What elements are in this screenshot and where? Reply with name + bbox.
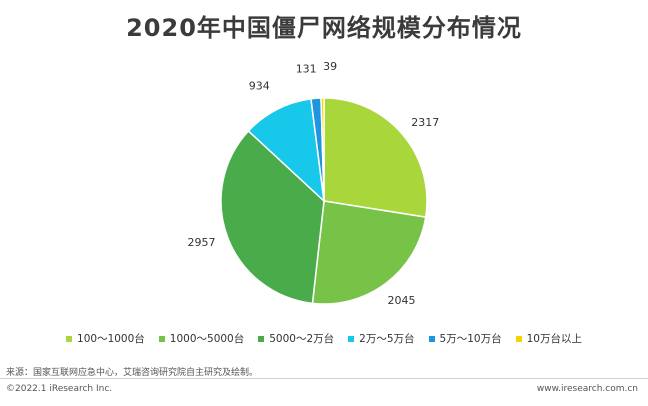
legend-label: 5万～10万台	[439, 333, 502, 345]
data-label: 39	[323, 60, 337, 73]
pie-slice	[320, 97, 325, 202]
legend-swatch	[428, 335, 435, 342]
legend-item: 2万～5万台	[348, 331, 415, 346]
chart-title: 2020年中国僵尸网络规模分布情况	[126, 14, 522, 42]
legend-swatch	[515, 335, 522, 342]
pie-slice	[220, 129, 325, 305]
legend-label: 100～1000台	[77, 333, 145, 345]
legend-swatch	[258, 335, 265, 342]
pie-slice	[311, 200, 427, 305]
data-label: 2957	[188, 236, 216, 249]
footer-url[interactable]: www.iresearch.com.cn	[536, 384, 638, 394]
legend-label: 5000～2万台	[269, 333, 335, 345]
legend-item: 100～1000台	[66, 331, 145, 346]
pie-slice	[247, 97, 326, 203]
legend-swatch	[66, 335, 73, 342]
pie-slice	[323, 97, 428, 219]
legend-item: 1000～5000台	[158, 331, 245, 346]
data-label: 2317	[411, 116, 439, 129]
footer-copyright: ©2022.1 iResearch Inc.	[6, 384, 113, 394]
data-label: 131	[296, 62, 317, 75]
legend-label: 10万台以上	[526, 333, 582, 345]
legend-swatch	[348, 335, 355, 342]
source-note: 来源：国家互联网应急中心，艾瑞咨询研究院自主研究及绘制。	[6, 368, 259, 378]
legend-swatch	[158, 335, 165, 342]
footer-divider	[0, 378, 648, 379]
legend-item: 5万～10万台	[428, 331, 502, 346]
legend-item: 10万台以上	[515, 331, 582, 346]
legend-label: 2万～5万台	[359, 333, 415, 345]
legend-label: 1000～5000台	[169, 333, 245, 345]
data-label: 2045	[387, 294, 415, 307]
data-label: 934	[249, 80, 270, 93]
legend-item: 5000～2万台	[258, 331, 334, 346]
chart-legend: 100～1000台 1000～5000台 5000～2万台 2万～5万台 5万～…	[0, 331, 648, 346]
